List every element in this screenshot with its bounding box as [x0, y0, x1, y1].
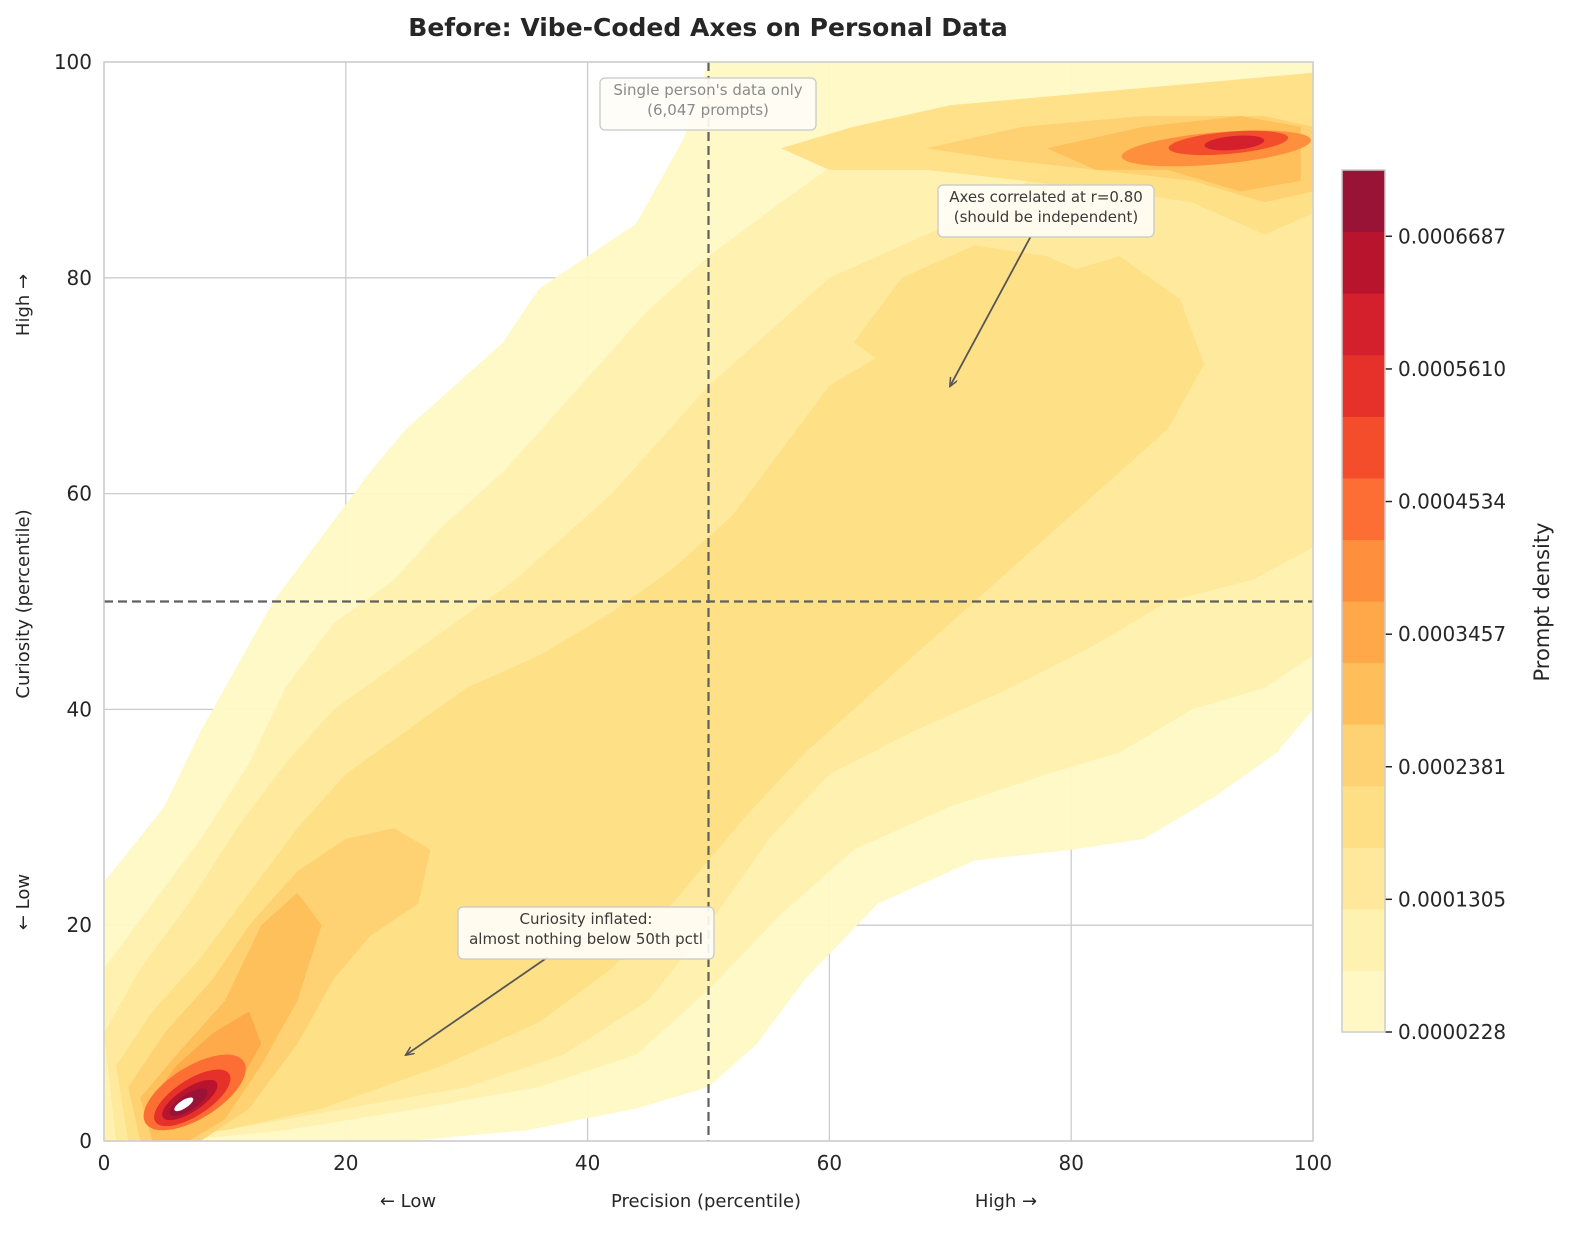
- colorbar-segment-8: [1342, 477, 1385, 541]
- y-tick-labels: 0 20 40 60 80 100: [54, 50, 92, 1153]
- inflation-note-arrow: [406, 956, 549, 1055]
- inflation-note-box: [457, 906, 715, 960]
- density-band-top-11: [1204, 135, 1265, 151]
- colorbar-label: Prompt density: [1530, 522, 1554, 681]
- colorbar-segment-2: [1342, 847, 1385, 910]
- correlation-note-text: (should be independent): [954, 208, 1139, 226]
- colorbar-segment-7: [1342, 539, 1385, 602]
- colorbar-tick-label: 0.0006687: [1398, 224, 1506, 248]
- y-tick-label: 40: [67, 697, 92, 721]
- colorbar-segment-1: [1342, 908, 1385, 972]
- colorbar-segment-9: [1342, 416, 1385, 479]
- y-axis-label: Curiosity (percentile): [13, 509, 34, 698]
- colorbar-segment-4: [1342, 724, 1385, 787]
- single-person-note-text: Single person's data only: [613, 81, 802, 99]
- y-high-label: High →: [13, 274, 34, 336]
- reference-lines: [104, 62, 1313, 1141]
- colorbar-segment-3: [1342, 785, 1385, 848]
- x-tick-label: 20: [333, 1151, 358, 1175]
- colorbar-tick-label: 0.0002381: [1398, 755, 1506, 779]
- colorbar-segment-10: [1342, 354, 1385, 417]
- colorbar-tick-label: 0.0001305: [1398, 887, 1506, 911]
- x-tick-label: 100: [1294, 1151, 1332, 1175]
- correlation-note-text: Axes correlated at r=0.80: [949, 188, 1143, 206]
- single-person-note-text: (6,047 prompts): [647, 101, 769, 119]
- chart-title: Before: Vibe-Coded Axes on Personal Data: [408, 13, 1007, 42]
- colorbar-segment-13: [1342, 170, 1385, 233]
- colorbar-frame: [1341, 169, 1386, 1033]
- single-person-note-box: [599, 77, 817, 131]
- colorbar-segment-12: [1342, 231, 1385, 294]
- y-tick-label: 20: [67, 913, 92, 937]
- y-tick-label: 0: [79, 1129, 92, 1153]
- colorbar-segment-0: [1342, 970, 1385, 1033]
- colorbar-segment-11: [1342, 293, 1385, 356]
- correlation-note-arrow: [950, 235, 1032, 386]
- y-tick-label: 60: [67, 482, 92, 506]
- x-tick-label: 80: [1058, 1151, 1083, 1175]
- plot-frame: [103, 61, 1314, 1142]
- x-tick-label: 40: [575, 1151, 600, 1175]
- density-band-3b: [853, 245, 1096, 429]
- inflation-note-text: almost nothing below 50th pctl: [469, 930, 703, 948]
- x-high-label: High →: [975, 1191, 1037, 1212]
- y-tick-label: 100: [54, 50, 92, 74]
- colorbar-segment-6: [1342, 601, 1385, 664]
- y-low-label: ← Low: [13, 874, 34, 930]
- colorbar-tick-label: 0.0003457: [1398, 622, 1506, 646]
- x-tick-label: 60: [817, 1151, 842, 1175]
- x-axis-label: Precision (percentile): [611, 1191, 801, 1212]
- x-tick-labels: 0 20 40 60 80 100: [98, 1151, 1332, 1175]
- colorbar-tick-label: 0.0005610: [1398, 357, 1506, 381]
- x-low-label: ← Low: [380, 1191, 436, 1212]
- y-tick-label: 80: [67, 266, 92, 290]
- correlation-note-box: [937, 184, 1155, 238]
- x-tick-label: 0: [98, 1151, 111, 1175]
- inflation-note-text: Curiosity inflated:: [519, 910, 652, 928]
- colorbar-tick-label: 0.0004534: [1398, 490, 1506, 514]
- annotations: Single person's data only (6,047 prompts)…: [406, 77, 1155, 1055]
- low-cluster-peak: [174, 1097, 194, 1112]
- colorbar-tick-label: 0.0000228: [1398, 1020, 1506, 1044]
- colorbar-segment-5: [1342, 662, 1385, 725]
- colorbar: 0.0000228 0.0001305 0.0002381 0.0003457 0.00…: [1342, 170, 1506, 1044]
